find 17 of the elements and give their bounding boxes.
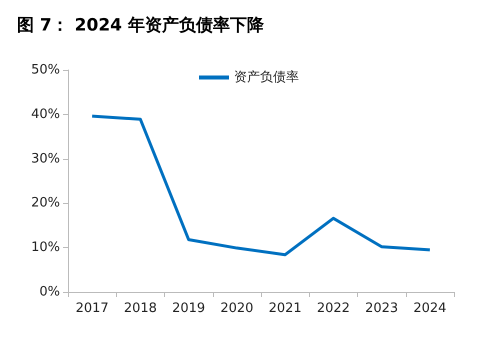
y-tick-label: 10% xyxy=(31,240,60,256)
x-tick-label: 2023 xyxy=(365,301,398,316)
y-tick-label: 30% xyxy=(31,151,60,166)
x-tick-label: 2024 xyxy=(413,301,446,316)
y-tick-label: 20% xyxy=(31,196,60,211)
x-tick-label: 2022 xyxy=(316,301,350,316)
x-tick-label: 2018 xyxy=(124,301,157,316)
y-tick-label: 40% xyxy=(31,106,60,122)
x-tick-label: 2020 xyxy=(220,301,254,316)
x-tick-label: 2019 xyxy=(172,301,206,316)
line-series xyxy=(90,114,432,256)
y-tick-label: 0% xyxy=(39,284,60,300)
legend-label: 资产负债率 xyxy=(234,69,299,85)
x-tick-label: 2021 xyxy=(268,301,302,316)
y-tick-label: 50% xyxy=(31,62,60,78)
chart-title: 图 7： 2024 年资产负债率下降 xyxy=(17,16,265,36)
x-tick-label: 2017 xyxy=(76,301,109,316)
